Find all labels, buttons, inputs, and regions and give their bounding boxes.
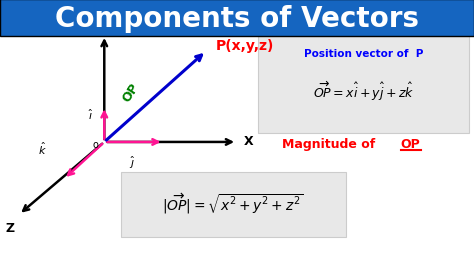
Text: $\overrightarrow{OP}= x\hat{i} + y\hat{j} + z\hat{k}$: $\overrightarrow{OP}= x\hat{i} + y\hat{j… xyxy=(313,80,414,103)
Text: X: X xyxy=(244,135,254,148)
FancyBboxPatch shape xyxy=(121,172,346,237)
FancyBboxPatch shape xyxy=(258,36,469,133)
Text: $|\overrightarrow{OP}| = \sqrt{x^2 + y^2 + z^2}$: $|\overrightarrow{OP}| = \sqrt{x^2 + y^2… xyxy=(163,192,304,216)
Text: P(x,y,z): P(x,y,z) xyxy=(216,39,274,53)
Text: Position vector of  P: Position vector of P xyxy=(304,49,423,59)
Text: Y: Y xyxy=(100,18,109,31)
Text: OP: OP xyxy=(119,81,141,105)
Text: OP: OP xyxy=(401,138,420,151)
Text: o: o xyxy=(93,140,99,150)
Text: Z: Z xyxy=(6,222,15,235)
FancyBboxPatch shape xyxy=(0,0,474,36)
Text: Components of Vectors: Components of Vectors xyxy=(55,5,419,33)
Text: $\hat{\imath}$: $\hat{\imath}$ xyxy=(88,108,93,122)
Text: $\hat{k}$: $\hat{k}$ xyxy=(37,140,46,157)
Text: $\hat{\jmath}$: $\hat{\jmath}$ xyxy=(128,155,135,171)
Text: Magnitude of: Magnitude of xyxy=(282,138,380,151)
